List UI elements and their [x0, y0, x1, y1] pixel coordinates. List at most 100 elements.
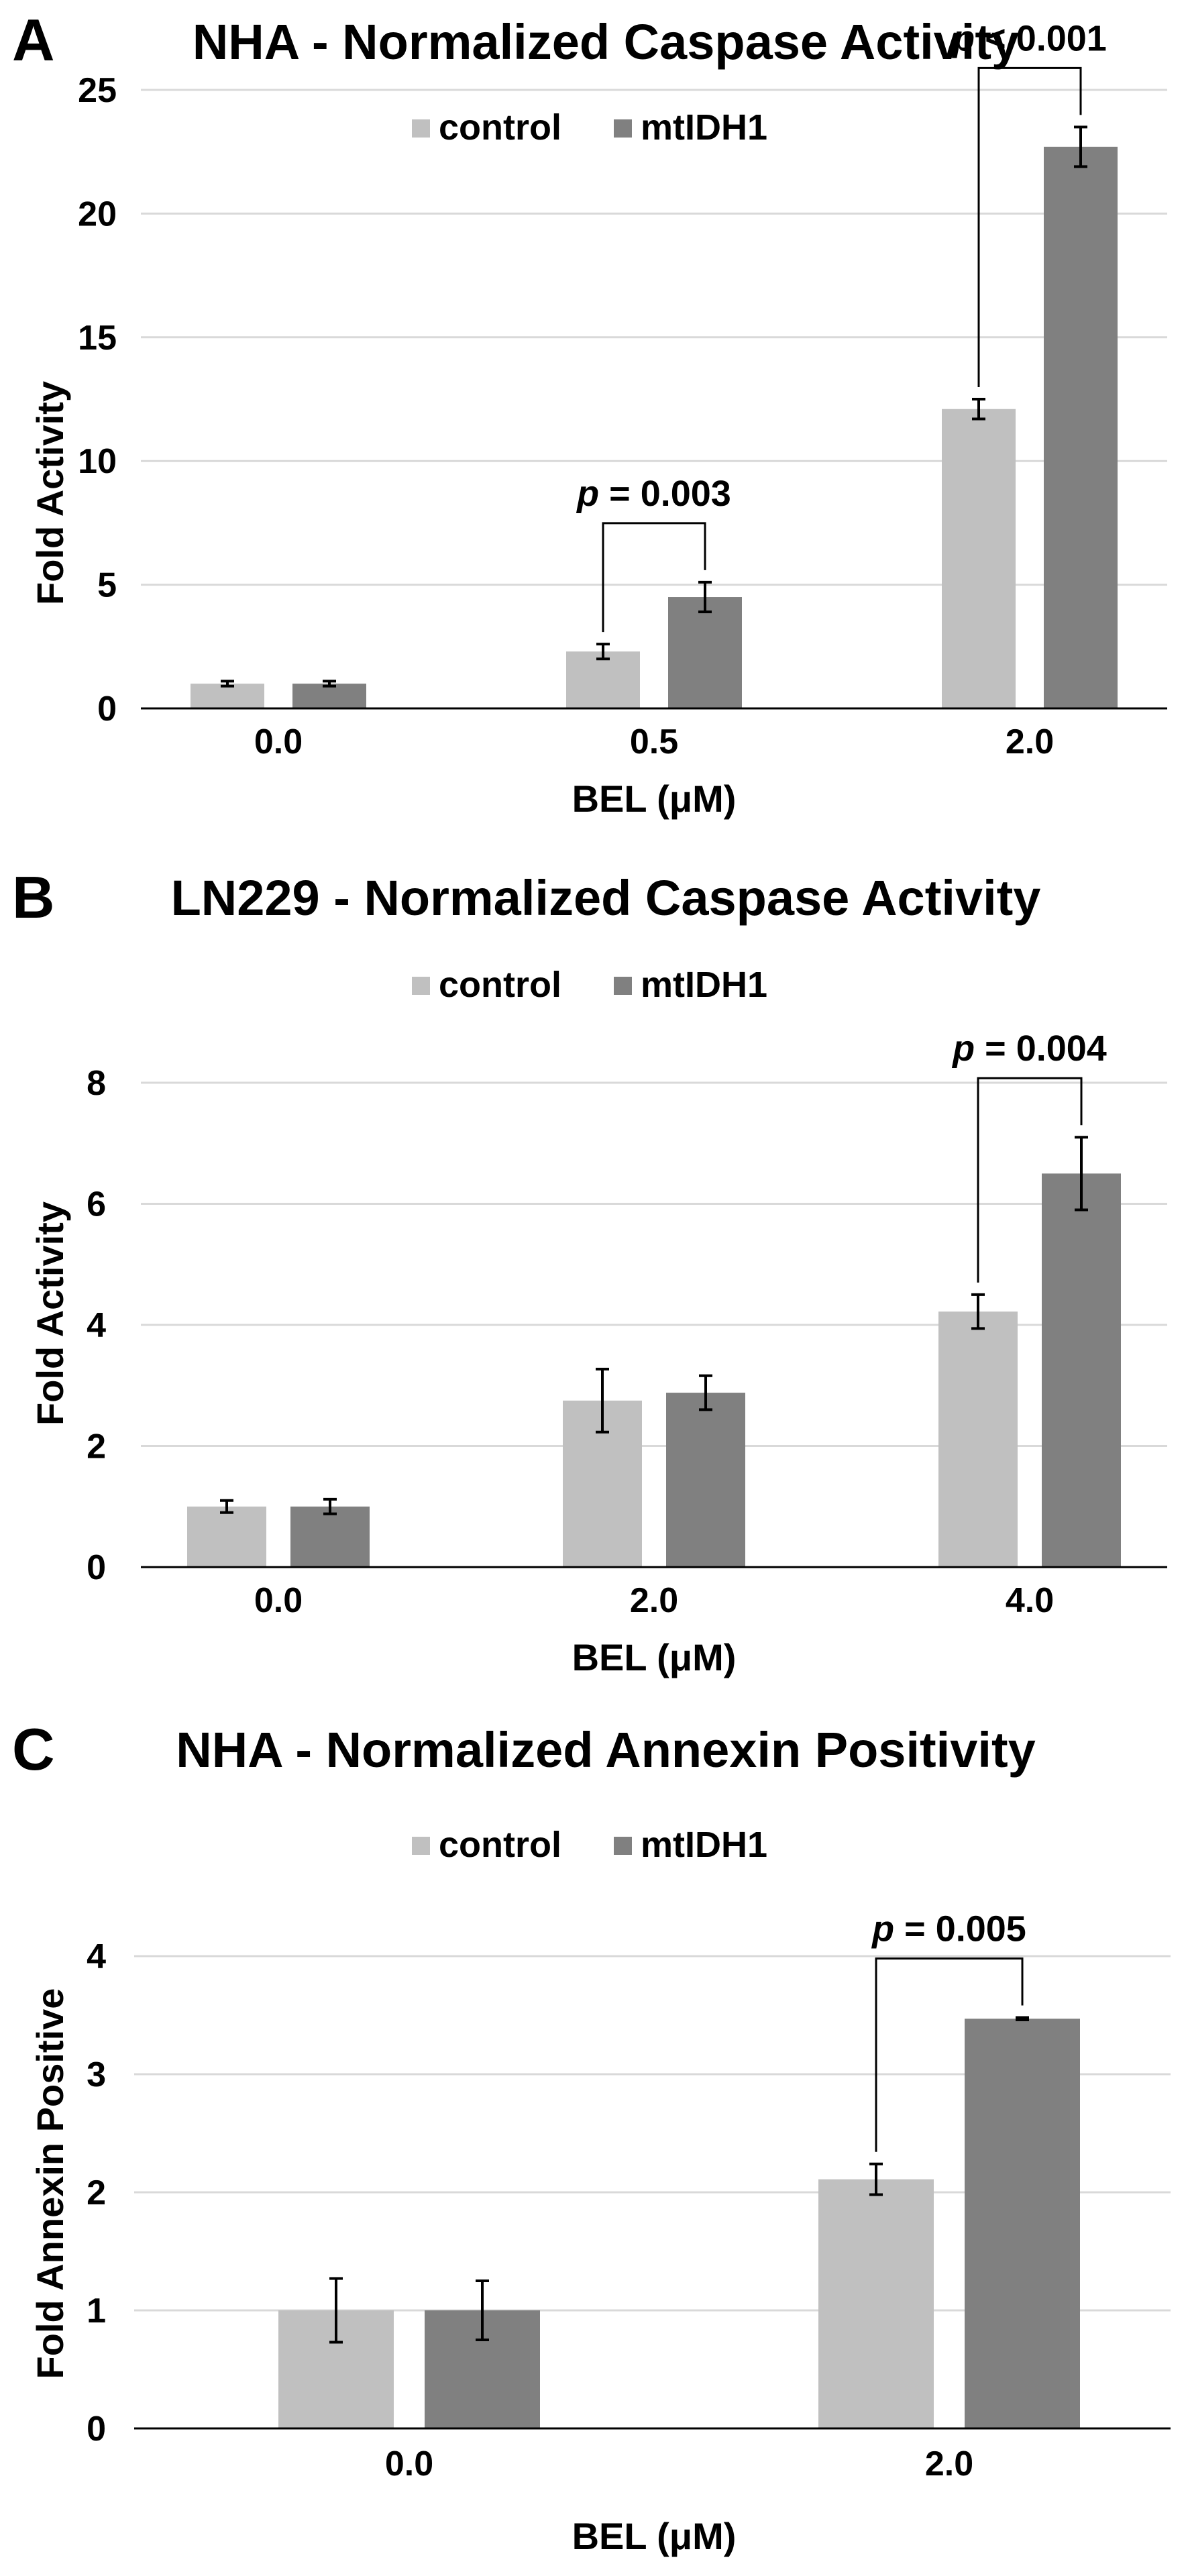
panel-a: A NHA - Normalized Caspase Activity cont… — [12, 7, 1167, 820]
y-tick-label: 20 — [78, 195, 117, 233]
bar-control-4.0 — [938, 1311, 1018, 1567]
legend-swatch-control — [412, 119, 430, 138]
significance-bracket-line — [875, 1957, 1024, 2152]
y-tick-label: 0 — [87, 1548, 106, 1587]
p-symbol: p — [951, 18, 975, 58]
y-tick-label: 0 — [97, 690, 117, 729]
bar-mtidh1-4.0 — [1042, 1173, 1121, 1567]
error-bar — [329, 2277, 343, 2344]
panel-b-x-axis-label: BEL (μM) — [572, 1636, 737, 1678]
panel-a-title: NHA - Normalized Caspase Activity — [193, 14, 1019, 70]
panel-c-y-axis-label: Fold Annexin Positive — [29, 1988, 71, 2379]
p-value-text: = 0.005 — [894, 1909, 1026, 1949]
x-tick-label: 0.0 — [254, 722, 303, 761]
x-tick-label: 0.5 — [630, 722, 678, 761]
p-value-text: = 0.004 — [975, 1028, 1107, 1069]
error-bar — [221, 680, 234, 688]
panel-c-significance: p = 0.005 — [871, 1909, 1026, 2152]
panel-c-legend: control mtIDH1 — [412, 1825, 767, 1865]
panel-c: C NHA - Normalized Annexin Positivity co… — [12, 1716, 1171, 2557]
legend-swatch-control — [412, 1837, 430, 1855]
legend-label-control: control — [439, 965, 561, 1005]
y-tick-label: 8 — [87, 1064, 106, 1103]
bar-control-0.0 — [191, 684, 264, 708]
panel-c-error-bars — [329, 2016, 1029, 2344]
bar-control-0.0 — [187, 1506, 266, 1567]
legend-swatch-control — [412, 977, 430, 995]
panel-a-letter: A — [12, 7, 55, 73]
y-tick-label: 4 — [87, 1937, 106, 1976]
bar-control-2.0 — [818, 2179, 934, 2428]
panel-b-letter: B — [12, 864, 55, 930]
error-bar — [596, 1367, 609, 1434]
y-tick-label: 6 — [87, 1185, 106, 1224]
error-bar — [1074, 125, 1087, 168]
error-bar — [1016, 2016, 1029, 2022]
panel-b-legend: control mtIDH1 — [412, 965, 767, 1005]
panel-b-x-ticks: 0.0 2.0 4.0 — [254, 1581, 1054, 1620]
bar-mtidh1-2.0 — [965, 2019, 1080, 2428]
x-tick-label: 2.0 — [925, 2445, 973, 2483]
panel-a-legend: control mtIDH1 — [412, 107, 767, 148]
legend-label-mtidh1: mtIDH1 — [641, 1825, 767, 1865]
x-tick-label: 0.0 — [385, 2445, 433, 2483]
error-bar — [596, 643, 610, 661]
panel-c-x-axis-label: BEL (μM) — [572, 2515, 737, 2557]
bar-mtidh1-2.0 — [1044, 146, 1118, 709]
error-bar — [323, 1497, 337, 1515]
legend-swatch-mtidh1 — [614, 1837, 632, 1855]
panel-b-y-ticks: 0 2 4 6 8 — [87, 1064, 106, 1587]
bar-mtidh1-0.5 — [668, 597, 742, 708]
panel-b-error-bars — [220, 1136, 1088, 1515]
x-tick-label: 4.0 — [1006, 1581, 1054, 1620]
panel-a-y-axis-label: Fold Activity — [29, 381, 71, 605]
bar-mtidh1-2.0 — [666, 1393, 745, 1567]
significance-bracket: p = 0.004 — [951, 1028, 1107, 1283]
panel-b: B LN229 - Normalized Caspase Activity co… — [12, 864, 1167, 1678]
error-bar — [476, 2279, 489, 2341]
p-symbol: p — [951, 1028, 975, 1069]
legend-swatch-mtidh1 — [614, 977, 632, 995]
error-bar — [972, 398, 985, 421]
y-tick-label: 25 — [78, 71, 117, 110]
bar-control-2.0 — [942, 409, 1016, 708]
legend-label-mtidh1: mtIDH1 — [641, 107, 767, 148]
panel-c-y-ticks: 0 1 2 3 4 — [87, 1937, 106, 2449]
x-tick-label: 2.0 — [1006, 722, 1054, 761]
x-tick-label: 2.0 — [630, 1581, 678, 1620]
p-symbol: p — [871, 1909, 894, 1949]
error-bar — [699, 1374, 712, 1411]
y-tick-label: 15 — [78, 319, 117, 358]
bar-control-0.5 — [566, 651, 640, 708]
error-bar — [323, 680, 336, 688]
significance-label: p = 0.003 — [576, 474, 731, 514]
error-bar — [1075, 1136, 1088, 1212]
error-bar — [869, 2162, 883, 2196]
significance-bracket-line — [602, 522, 706, 633]
panel-c-letter: C — [12, 1716, 55, 1782]
y-tick-label: 10 — [78, 442, 117, 481]
bar-mtidh1-0.0 — [292, 684, 366, 708]
p-symbol: p — [576, 474, 599, 514]
panel-c-x-ticks: 0.0 2.0 — [385, 2445, 973, 2483]
significance-label: p = 0.004 — [951, 1028, 1107, 1069]
x-tick-label: 0.0 — [254, 1581, 303, 1620]
error-bar — [971, 1293, 985, 1330]
error-bar — [698, 580, 712, 614]
panel-c-title: NHA - Normalized Annexin Positivity — [176, 1722, 1036, 1778]
panel-a-x-axis-label: BEL (μM) — [572, 777, 737, 820]
y-tick-label: 2 — [87, 1428, 106, 1466]
panel-a-x-ticks: 0.0 0.5 2.0 — [254, 722, 1054, 761]
panel-a-y-ticks: 0 5 10 15 20 25 — [78, 71, 117, 729]
p-value-text: = 0.003 — [599, 474, 731, 514]
panel-a-significance: p = 0.003 p < 0.001 — [576, 18, 1107, 633]
panel-b-significance: p = 0.004 — [951, 1028, 1107, 1283]
panel-a-error-bars — [221, 125, 1087, 688]
significance-bracket-line — [977, 1077, 1083, 1283]
y-tick-label: 2 — [87, 2174, 106, 2212]
legend-label-control: control — [439, 1825, 561, 1865]
p-value-text: < 0.001 — [975, 18, 1107, 58]
legend-swatch-mtidh1 — [614, 119, 632, 138]
error-bar — [220, 1499, 233, 1514]
